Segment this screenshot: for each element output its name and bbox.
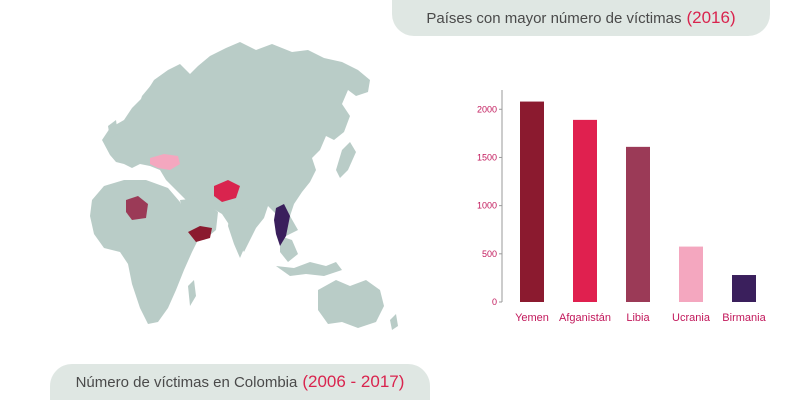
- footer-title-years: (2006 - 2017): [302, 372, 405, 391]
- bar-libia: [626, 146, 650, 302]
- y-tick-label-2: 1000: [477, 201, 497, 211]
- map-country-libia: [126, 196, 148, 220]
- map-country-ucrania: [150, 154, 180, 170]
- footer-title-text: Número de víctimas en Colombia: [75, 373, 298, 391]
- map-country-yemen: [188, 226, 212, 242]
- y-axis-ticks: 0 500 1000 1500 2000: [477, 104, 502, 307]
- category-label-ucrania: Ucrania: [672, 312, 711, 324]
- y-tick-label-4: 2000: [477, 104, 497, 114]
- map-country-afganistan: [214, 180, 240, 202]
- map-land-madagascar: [188, 280, 196, 306]
- category-label-afganistán: Afganistán: [559, 312, 611, 324]
- bar-afganistán: [573, 119, 597, 302]
- bar-birmania: [732, 275, 756, 302]
- map-land-africa: [90, 180, 200, 324]
- bar-ucrania: [679, 246, 703, 302]
- category-label-birmania: Birmania: [722, 312, 766, 324]
- map-land-nz: [390, 314, 398, 330]
- category-label-libia: Libia: [626, 312, 650, 324]
- map-land-britain: [108, 120, 118, 138]
- chart-title-banner: Países con mayor número de víctimas (201…: [392, 0, 770, 36]
- map-land-eurasia: [102, 42, 370, 252]
- category-labels: Yemen Afganistán Libia Ucrania Birmania: [515, 312, 767, 324]
- map-land-india: [228, 208, 256, 258]
- y-tick-label-0: 0: [492, 297, 497, 307]
- y-tick-label-3: 1500: [477, 152, 497, 162]
- map-land-japan: [336, 142, 356, 178]
- map-land-scandinavia: [136, 80, 164, 120]
- footer-title-banner: Número de víctimas en Colombia (2006 - 2…: [50, 364, 430, 400]
- bars: [520, 101, 756, 303]
- map-land-australia: [318, 280, 384, 328]
- chart-title-text: Países con mayor número de víctimas: [426, 9, 682, 27]
- chart-title-year: (2016): [686, 8, 736, 27]
- bar-chart: 0 500 1000 1500 2000 Yemen Afganistán Libia Ucr…: [477, 90, 767, 324]
- bar-yemen: [520, 101, 544, 303]
- category-label-yemen: Yemen: [515, 312, 549, 324]
- y-tick-label-1: 500: [482, 249, 497, 259]
- map-land-seasia: [280, 236, 298, 262]
- world-map: [90, 42, 398, 330]
- map-country-birmania: [274, 204, 290, 246]
- map-land-indonesia: [276, 262, 342, 276]
